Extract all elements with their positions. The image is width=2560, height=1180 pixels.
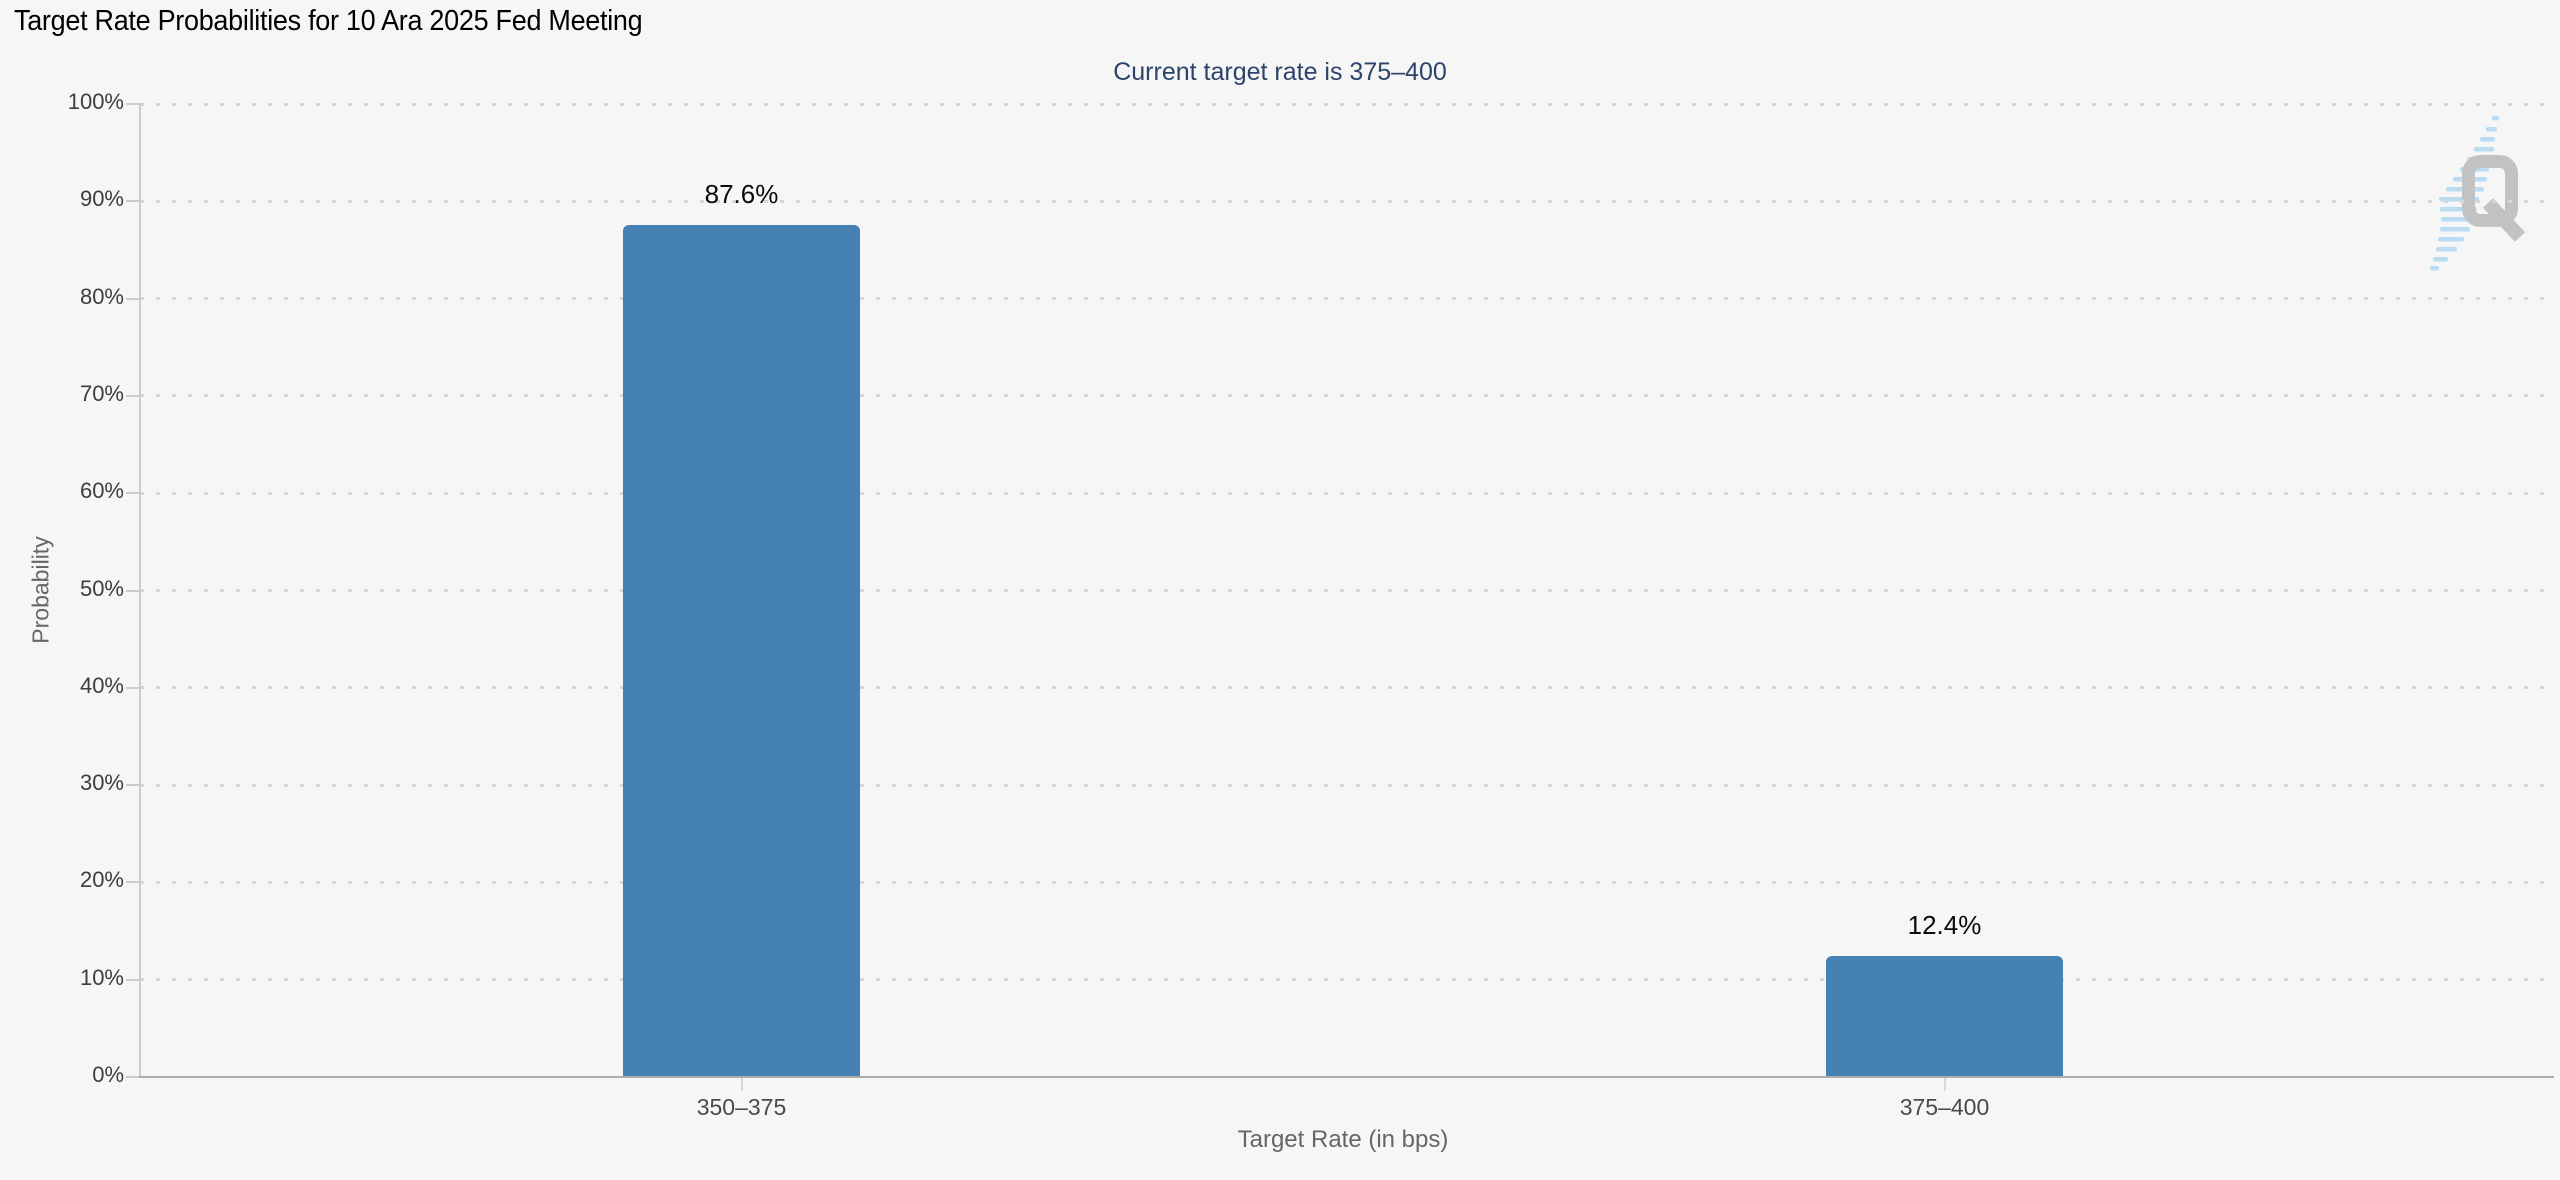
y-tick-label: 10%	[79, 964, 124, 990]
bar-value-label: 87.6%	[704, 178, 779, 209]
y-tick	[126, 1076, 140, 1078]
y-tick-label: 20%	[79, 867, 124, 893]
chart-subtitle: Current target rate is 375–400	[1113, 58, 1447, 86]
y-tick	[126, 686, 140, 689]
y-gridline	[140, 394, 2546, 398]
x-tick-label: 350–375	[696, 1094, 787, 1120]
page-title: Target Rate Probabilities for 10 Ara 202…	[14, 5, 643, 37]
y-tick-label: 90%	[79, 186, 124, 212]
y-tick	[126, 492, 140, 495]
y-tick	[126, 978, 140, 981]
y-tick	[126, 200, 140, 203]
y-gridline	[140, 686, 2546, 690]
quikstrike-watermark-icon	[2430, 116, 2526, 271]
x-axis-title: Target Rate (in bps)	[1237, 1126, 1449, 1153]
y-gridline	[140, 978, 2546, 982]
y-gridline	[140, 491, 2546, 495]
bar[interactable]	[1826, 956, 2063, 1077]
y-tick	[126, 297, 140, 300]
y-tick-label: 70%	[79, 380, 124, 406]
y-tick-label: 60%	[79, 478, 124, 504]
y-gridline	[140, 297, 2546, 301]
bar[interactable]	[623, 224, 860, 1077]
y-tick-label: 0%	[92, 1062, 124, 1087]
bar-value-label: 12.4%	[1907, 910, 1982, 941]
y-tick-label: 50%	[79, 575, 124, 601]
y-axis-title: Probability	[27, 536, 54, 644]
y-tick	[126, 881, 140, 884]
y-gridline	[140, 589, 2546, 592]
y-tick-label: 100%	[67, 89, 124, 114]
y-tick	[126, 589, 140, 592]
y-tick-label: 80%	[79, 283, 124, 309]
x-tick	[740, 1078, 743, 1091]
y-tick	[126, 394, 140, 397]
y-tick	[126, 103, 140, 105]
y-tick-label: 40%	[79, 672, 124, 698]
y-gridline	[140, 199, 2546, 203]
y-tick	[126, 784, 140, 787]
y-gridline	[140, 880, 2546, 884]
y-tick-label: 30%	[79, 770, 124, 796]
x-tick-label: 375–400	[1899, 1094, 1990, 1120]
y-axis-line	[139, 104, 141, 1077]
y-gridline	[140, 783, 2546, 787]
y-gridline	[140, 102, 2546, 106]
x-axis-line	[139, 1076, 2554, 1078]
x-tick	[1943, 1078, 1946, 1091]
